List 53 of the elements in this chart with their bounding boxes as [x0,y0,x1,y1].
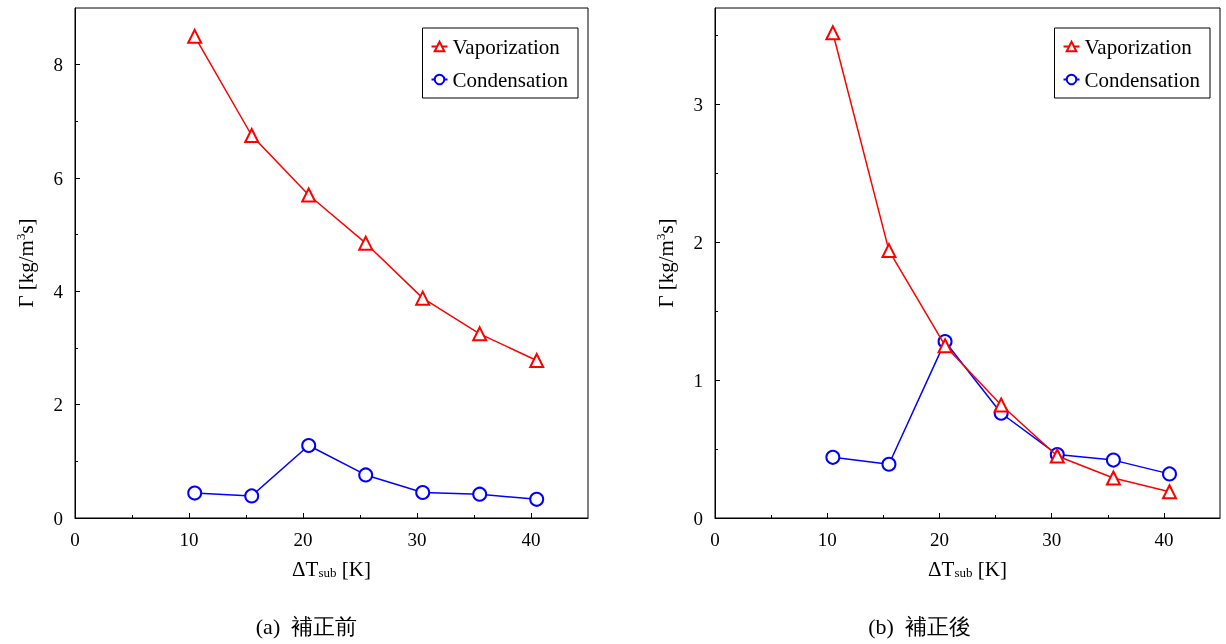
x-axis-title: ΔTsub [K] [292,556,371,581]
point [529,352,545,368]
y-tick-label: 0 [53,507,63,529]
point [415,290,431,306]
x-tick-label: 20 [929,529,949,550]
point [187,485,203,501]
x-tick-label: 20 [293,529,313,550]
y-axis-title: Γ [kg/m3s] [13,218,38,308]
y-tick-label: 1 [693,369,703,391]
text: (a) 補正前 [255,613,358,639]
y-tick-label: 8 [53,54,63,76]
y-tick-label: 3 [693,93,703,115]
x-tick-label: 40 [521,529,541,550]
point [1162,484,1177,500]
point [472,486,488,502]
x-tick-label: 10 [179,529,199,550]
point [825,25,841,41]
point [358,467,374,483]
y-tick-label: 4 [53,280,64,302]
point [358,235,374,251]
y-tick-label: 2 [693,231,703,253]
x-tick-label: 10 [817,529,837,550]
legend-label: Vaporization [452,34,561,59]
point [301,437,317,453]
point [881,243,897,259]
point [244,488,260,504]
y-tick-label: 6 [53,167,63,189]
y-tick-label: 0 [693,507,703,529]
point [1105,452,1121,468]
point [881,456,897,472]
x-tick-label: 30 [407,529,427,550]
y-axis-title: Γ [kg/m3s] [653,218,678,308]
y-tick-label: 2 [53,394,63,416]
point [993,397,1009,413]
x-tick-label: 0 [710,529,720,550]
legend-label: Condensation [452,67,569,92]
point [415,485,431,500]
legend-label: Condensation [1084,67,1201,92]
legend-label: Vaporization [1084,34,1193,59]
x-tick-label: 0 [70,529,80,550]
point [825,449,841,465]
text: (b) 補正後 [868,613,971,639]
x-tick-label: 30 [1042,529,1062,550]
x-tick-label: 40 [1154,529,1174,550]
x-axis-title: ΔTsub [K] [928,556,1007,581]
point [301,187,317,203]
point [187,28,203,44]
point [1105,470,1121,486]
point [1162,466,1177,482]
point [937,338,953,354]
point [472,326,488,342]
point [529,491,545,507]
point [244,128,260,143]
